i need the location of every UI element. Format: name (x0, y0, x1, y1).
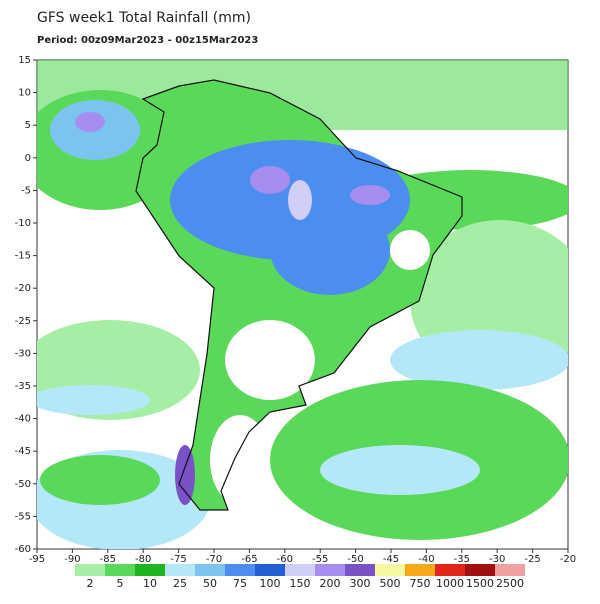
rain-area (288, 180, 312, 220)
colorbar-label: 100 (260, 577, 281, 590)
x-tick-label: -90 (64, 554, 80, 565)
colorbar-swatch (435, 564, 465, 576)
rain-area (270, 205, 390, 295)
colorbar-label: 500 (380, 577, 401, 590)
x-tick-label: -30 (489, 554, 505, 565)
colorbar-swatch (165, 564, 195, 576)
y-tick-label: -45 (15, 446, 31, 457)
x-tick-label: -95 (29, 554, 45, 565)
colorbar-swatch (195, 564, 225, 576)
rain-area (40, 455, 160, 505)
rain-area (75, 112, 105, 132)
x-tick-label: -45 (383, 554, 399, 565)
y-tick-label: -15 (15, 251, 31, 262)
colorbar-swatch (345, 564, 375, 576)
colorbar-swatch (225, 564, 255, 576)
y-tick-label: -35 (15, 381, 31, 392)
x-tick-label: -55 (312, 554, 328, 565)
rain-field (37, 60, 568, 549)
y-tick-label: 5 (25, 120, 31, 131)
colorbar-label: 1000 (436, 577, 464, 590)
x-tick-label: -75 (170, 554, 186, 565)
y-tick-label: -60 (15, 544, 31, 555)
colorbar-swatch (375, 564, 405, 576)
x-tick-label: -85 (100, 554, 116, 565)
colorbar-swatch (315, 564, 345, 576)
y-tick-label: -30 (15, 348, 31, 359)
x-tick-label: -80 (135, 554, 151, 565)
colorbar-label: 750 (410, 577, 431, 590)
rain-area (390, 330, 568, 390)
colorbar-label: 1500 (466, 577, 494, 590)
x-tick-label: -25 (524, 554, 540, 565)
y-tick-label: -40 (15, 414, 31, 425)
x-tick-label: -70 (206, 554, 222, 565)
colorbar-swatch (285, 564, 315, 576)
colorbar-label: 25 (173, 577, 187, 590)
colorbar-swatch (105, 564, 135, 576)
colorbar-label: 300 (350, 577, 371, 590)
x-tick-label: -65 (241, 554, 257, 565)
y-tick-label: -25 (15, 316, 31, 327)
colorbar-swatch (405, 564, 435, 576)
colorbar: 2 5 10 25 50 75 100 150 200 300 500 750 1000 1500 2500 (75, 564, 525, 590)
colorbar-swatch (135, 564, 165, 576)
y-tick-label: 0 (25, 153, 31, 164)
y-tick-label: -20 (15, 283, 31, 294)
colorbar-label: 2 (87, 577, 94, 590)
rain-area (175, 445, 195, 505)
y-tick-label: 15 (18, 55, 31, 66)
colorbar-swatch (75, 564, 105, 576)
colorbar-label: 150 (290, 577, 311, 590)
colorbar-swatch (255, 564, 285, 576)
dry-area (210, 415, 270, 505)
colorbar-label: 10 (143, 577, 157, 590)
chart-title: GFS week1 Total Rainfall (mm) (37, 10, 251, 26)
colorbar-label: 200 (320, 577, 341, 590)
x-tick-label: -35 (454, 554, 470, 565)
rain-area (37, 385, 150, 415)
coastline (135, 79, 463, 511)
chart-subtitle: Period: 00z09Mar2023 - 00z15Mar2023 (37, 35, 258, 46)
colorbar-label: 2500 (496, 577, 524, 590)
y-tick-label: -10 (15, 218, 31, 229)
rain-area (250, 166, 290, 194)
colorbar-label: 5 (117, 577, 124, 590)
x-tick-label: -20 (560, 554, 576, 565)
dry-area (390, 230, 430, 270)
y-tick-label: -5 (21, 185, 31, 196)
colorbar-swatch (465, 564, 495, 576)
colorbar-swatch (495, 564, 525, 576)
y-tick-label: -50 (15, 479, 31, 490)
x-tick-label: -50 (347, 554, 363, 565)
rain-area (320, 445, 480, 495)
colorbar-label: 50 (203, 577, 217, 590)
x-tick-label: -60 (277, 554, 293, 565)
map (36, 59, 569, 550)
rain-area (350, 185, 390, 205)
dry-area (225, 320, 315, 400)
y-tick-label: 10 (18, 88, 31, 99)
axes: -95 -90 -85 -80 -75 -70 -65 -60 -55 -50 -45 -40 -35-… (15, 55, 577, 565)
colorbar-label: 75 (233, 577, 247, 590)
x-tick-label: -40 (418, 554, 434, 565)
y-tick-label: -55 (15, 511, 31, 522)
